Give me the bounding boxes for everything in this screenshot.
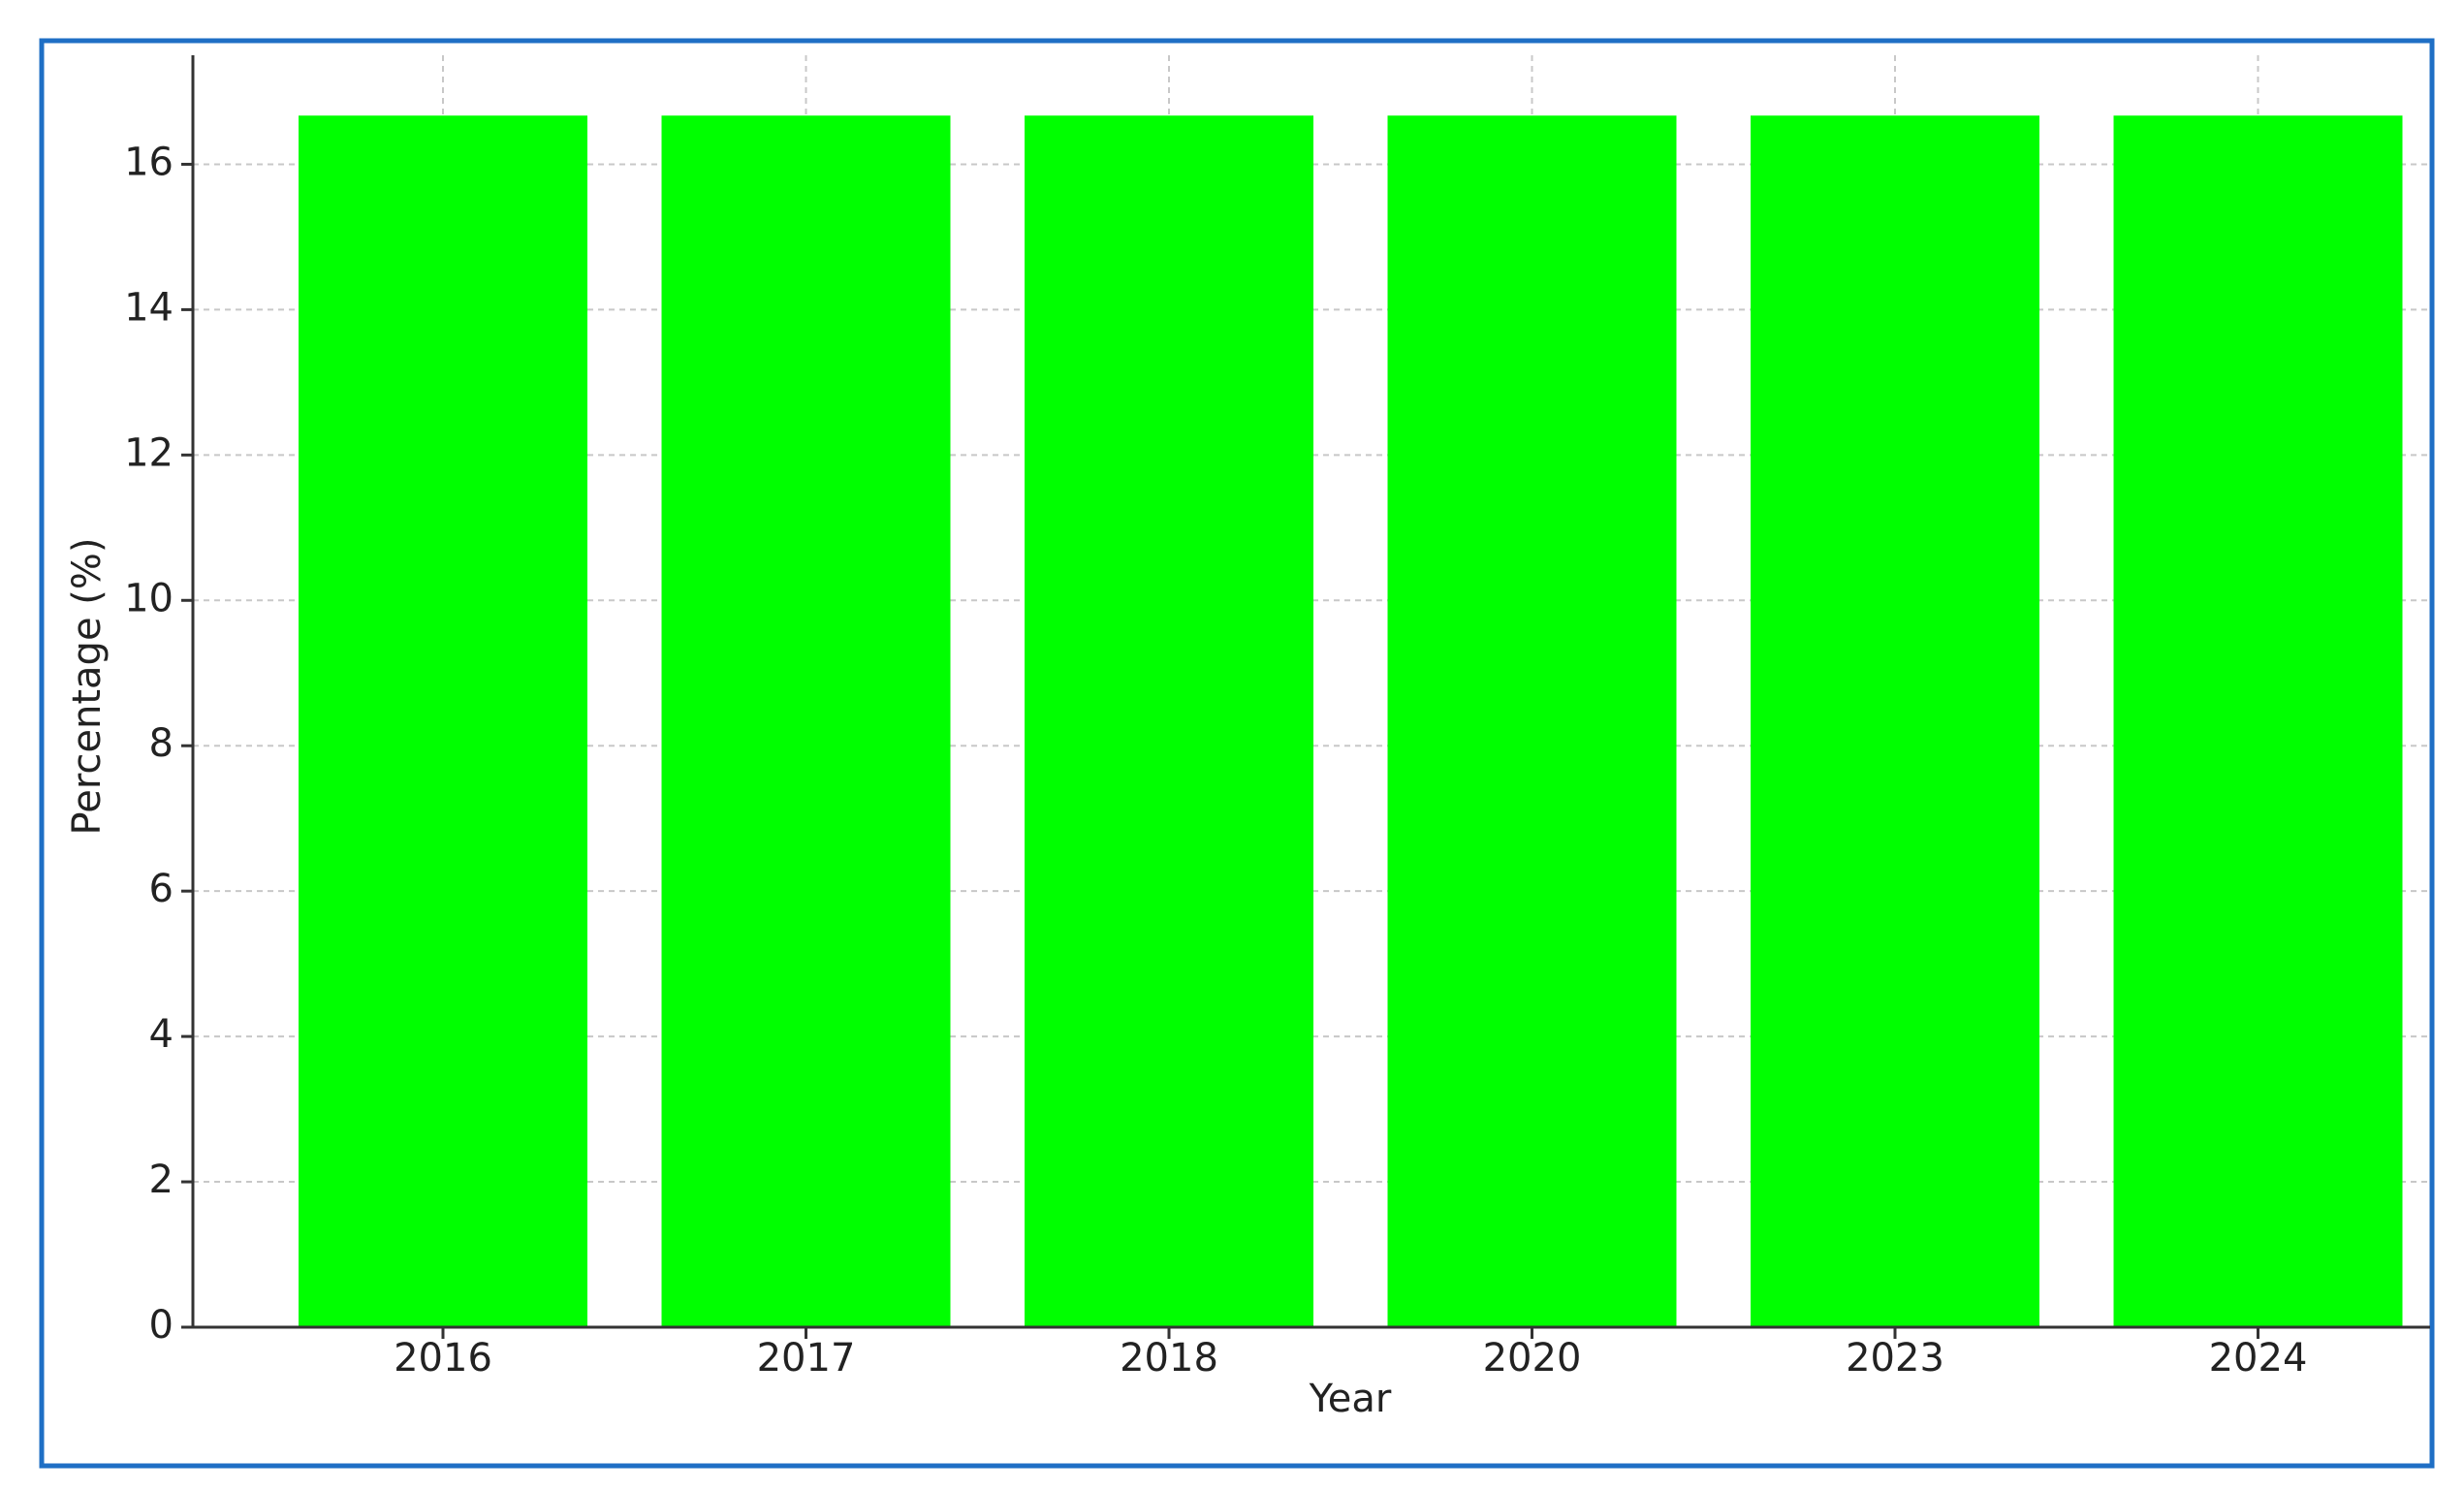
y-tick-label: 6 bbox=[149, 867, 174, 911]
x-tick-label: 2016 bbox=[394, 1336, 492, 1381]
y-tick-label: 0 bbox=[149, 1303, 174, 1348]
bar bbox=[1751, 115, 2039, 1327]
x-tick-label: 2017 bbox=[757, 1336, 856, 1381]
bar bbox=[661, 115, 951, 1327]
y-tick-label: 10 bbox=[124, 576, 174, 620]
y-tick-label: 2 bbox=[149, 1158, 174, 1202]
y-tick-label: 16 bbox=[124, 140, 174, 184]
x-tick-label: 2024 bbox=[2209, 1336, 2308, 1381]
y-tick-label: 12 bbox=[124, 430, 174, 475]
y-tick-label: 8 bbox=[149, 721, 174, 766]
bar bbox=[2113, 115, 2403, 1327]
bar bbox=[299, 115, 587, 1327]
x-tick-label: 2018 bbox=[1120, 1336, 1218, 1381]
x-tick-label: 2023 bbox=[1846, 1336, 1944, 1381]
x-tick-label: 2020 bbox=[1483, 1336, 1582, 1381]
y-axis-label: Percentage (%) bbox=[65, 538, 110, 836]
x-axis-label: Year bbox=[1309, 1377, 1392, 1421]
plot-area bbox=[193, 55, 2430, 1328]
y-tick-label: 14 bbox=[124, 285, 174, 330]
bar bbox=[1025, 115, 1313, 1327]
y-tick-label: 4 bbox=[149, 1012, 174, 1057]
bar bbox=[1387, 115, 1677, 1327]
